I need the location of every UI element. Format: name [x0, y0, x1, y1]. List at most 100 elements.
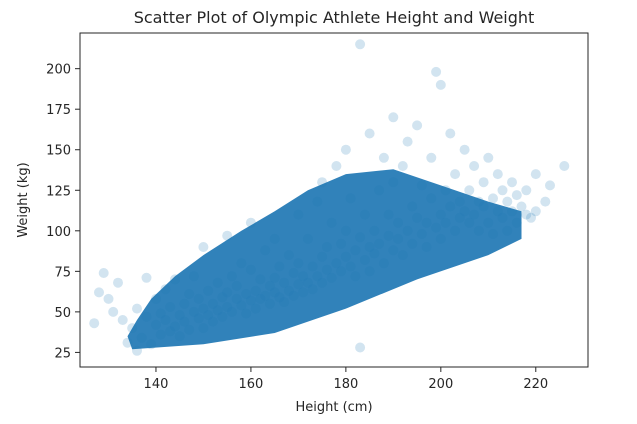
data-point [421, 217, 432, 228]
data-point [526, 212, 536, 223]
data-point [440, 185, 451, 196]
data-point [321, 242, 332, 252]
data-point [521, 185, 532, 196]
data-point [464, 217, 475, 228]
data-point [492, 169, 503, 180]
data-point [279, 297, 290, 308]
data-point [269, 272, 280, 283]
data-point [321, 264, 332, 275]
data-point [231, 280, 242, 291]
data-point [416, 180, 427, 191]
data-point [198, 323, 209, 334]
data-point [250, 285, 261, 296]
data-point [245, 264, 256, 275]
data-point [222, 230, 233, 241]
data-point [255, 274, 266, 285]
data-point [260, 245, 271, 256]
data-point [151, 319, 161, 330]
x-axis-label: Height (cm) [295, 400, 372, 415]
data-point [388, 245, 399, 256]
data-point [293, 209, 304, 220]
data-point [407, 201, 418, 212]
data-point [307, 261, 318, 272]
data-point [160, 284, 171, 295]
data-point [383, 209, 394, 220]
data-point [132, 345, 142, 356]
data-point [141, 311, 152, 322]
data-point [222, 287, 233, 298]
data-point [179, 298, 190, 309]
data-point [264, 280, 275, 291]
data-point [402, 136, 413, 147]
data-point [530, 169, 541, 180]
data-point [298, 287, 309, 298]
data-point [516, 201, 527, 212]
data-point [355, 232, 366, 243]
data-point [170, 321, 180, 332]
data-point [312, 271, 323, 282]
data-point [179, 316, 190, 327]
data-point [132, 303, 142, 314]
x-tick-label: 140 [144, 377, 169, 392]
data-point [331, 258, 342, 269]
data-point [459, 206, 470, 217]
data-point [264, 298, 275, 309]
x-tick-label: 200 [428, 377, 453, 392]
data-point [388, 177, 399, 188]
data-point [203, 310, 214, 321]
data-point [207, 298, 218, 309]
data-point [146, 339, 157, 350]
data-point [426, 152, 437, 163]
data-point [431, 66, 442, 77]
y-tick-label: 75 [54, 265, 71, 280]
data-point [355, 39, 366, 50]
data-point [236, 258, 247, 269]
data-point [416, 229, 427, 239]
x-tick-label: 180 [333, 377, 358, 392]
data-point [454, 196, 465, 207]
data-point [521, 209, 532, 220]
data-point [231, 293, 242, 304]
data-point [141, 272, 152, 283]
data-point [364, 266, 375, 277]
data-point [397, 250, 408, 261]
data-point [293, 258, 304, 269]
plot-frame [79, 32, 589, 368]
data-point [402, 225, 413, 236]
data-point [559, 161, 570, 171]
data-point [530, 206, 541, 217]
data-point [193, 293, 204, 304]
y-tick-label: 50 [54, 306, 71, 321]
data-point [260, 290, 271, 301]
data-point [241, 308, 252, 319]
data-point [312, 196, 323, 207]
data-point [103, 293, 114, 304]
chart-title: Scatter Plot of Olympic Athlete Height a… [134, 8, 535, 27]
data-point [488, 193, 498, 204]
y-tick-label: 100 [46, 225, 71, 240]
data-point [421, 242, 432, 252]
data-point [445, 128, 456, 139]
data-point [478, 177, 489, 188]
data-point [374, 238, 385, 249]
data-point [217, 311, 228, 322]
data-point [288, 268, 299, 278]
data-point [364, 242, 375, 252]
data-point [198, 242, 209, 252]
data-point [307, 284, 318, 295]
data-point [407, 238, 418, 249]
data-point [317, 277, 328, 288]
data-point [222, 302, 233, 312]
data-point [359, 255, 370, 265]
data-point [331, 161, 342, 171]
data-point [492, 206, 503, 217]
data-point [217, 292, 228, 303]
data-point [274, 292, 285, 303]
data-point [127, 323, 138, 334]
x-tick-label: 220 [523, 377, 548, 392]
data-point [473, 196, 484, 207]
y-axis-ticks: 25 50 75 100 125 150 175 200 [46, 63, 80, 361]
data-point [507, 177, 517, 188]
data-point [483, 152, 494, 163]
data-point [245, 217, 256, 228]
